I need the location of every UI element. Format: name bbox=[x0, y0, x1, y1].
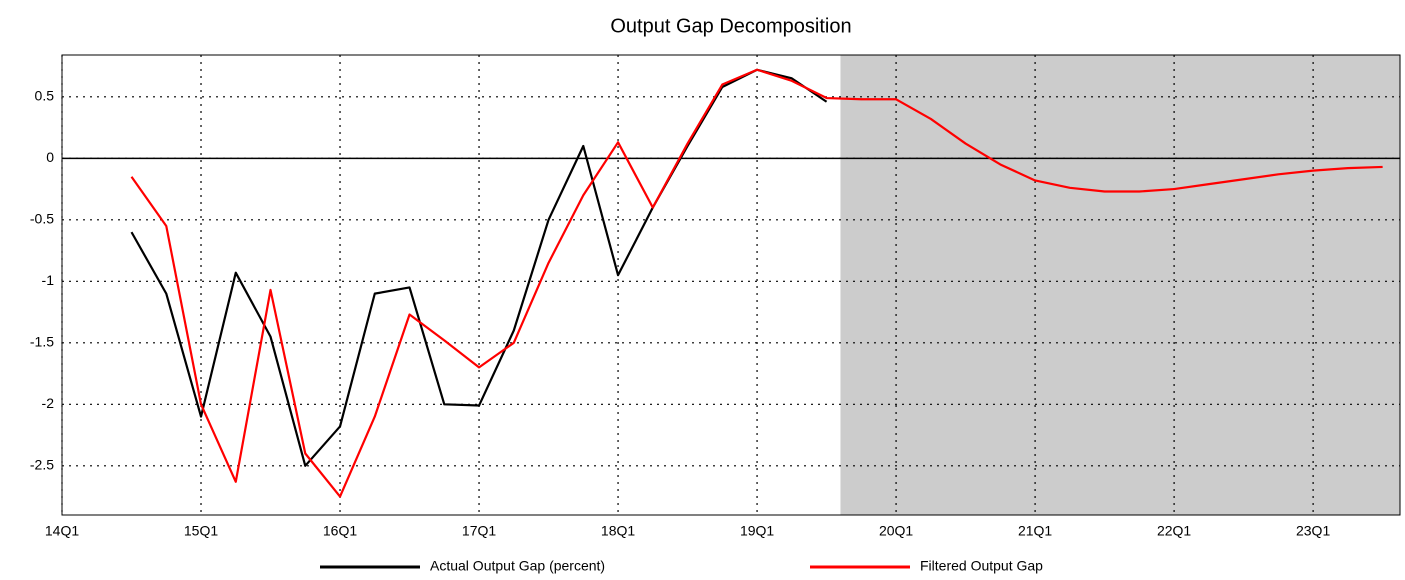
y-tick-label: -1.5 bbox=[30, 334, 54, 350]
x-tick-label: 23Q1 bbox=[1296, 523, 1330, 539]
forecast-shade bbox=[840, 55, 1400, 515]
x-tick-label: 22Q1 bbox=[1157, 523, 1191, 539]
x-tick-label: 16Q1 bbox=[323, 523, 357, 539]
x-tick-label: 20Q1 bbox=[879, 523, 913, 539]
x-tick-label: 19Q1 bbox=[740, 523, 774, 539]
y-tick-label: -0.5 bbox=[30, 211, 54, 227]
legend-label: Filtered Output Gap bbox=[920, 558, 1043, 574]
chart-title: Output Gap Decomposition bbox=[610, 15, 851, 37]
y-tick-label: 0.5 bbox=[35, 88, 55, 104]
x-tick-label: 18Q1 bbox=[601, 523, 635, 539]
x-tick-label: 14Q1 bbox=[45, 523, 79, 539]
y-tick-label: -2 bbox=[42, 395, 55, 411]
x-tick-label: 21Q1 bbox=[1018, 523, 1052, 539]
series-line bbox=[130, 68, 828, 467]
x-tick-label: 17Q1 bbox=[462, 523, 496, 539]
legend-label: Actual Output Gap (percent) bbox=[430, 558, 605, 574]
plot-frame bbox=[61, 54, 1401, 516]
series-line bbox=[130, 68, 1383, 498]
y-tick-label: -2.5 bbox=[30, 457, 54, 473]
y-tick-label: 0 bbox=[46, 149, 54, 165]
x-tick-label: 15Q1 bbox=[184, 523, 218, 539]
y-tick-label: -1 bbox=[42, 272, 55, 288]
